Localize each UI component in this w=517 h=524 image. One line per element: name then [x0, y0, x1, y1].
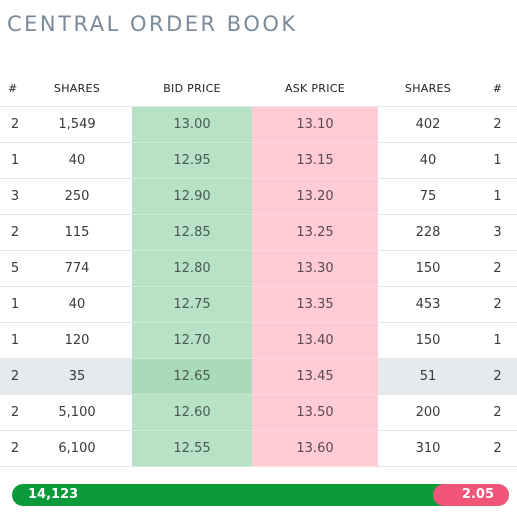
ask-count-cell: 2 — [478, 106, 517, 143]
ask-count-cell: 2 — [478, 394, 517, 431]
bid-shares-cell: 40 — [22, 142, 132, 179]
bid-price-cell: 12.55 — [132, 430, 252, 467]
bid-count-cell: 1 — [0, 322, 22, 359]
bid-count-cell: 5 — [0, 250, 22, 287]
header-bid-count[interactable]: # — [0, 70, 22, 107]
bid-price-cell: 12.95 — [132, 142, 252, 179]
ask-price-cell: 13.15 — [252, 142, 378, 179]
ask-count-cell: 2 — [478, 286, 517, 323]
table-row[interactable]: 2 1,549 13.00 13.10 402 2 — [0, 106, 517, 143]
page-title: CENTRAL ORDER BOOK — [7, 12, 298, 36]
header-bid-shares[interactable]: SHARES — [22, 70, 132, 107]
ask-price-cell: 13.25 — [252, 214, 378, 251]
bid-shares-cell: 115 — [22, 214, 132, 251]
table-row[interactable]: 2 6,100 12.55 13.60 310 2 — [0, 430, 517, 467]
ask-shares-cell: 402 — [378, 106, 478, 143]
ask-count-cell: 2 — [478, 250, 517, 287]
ask-shares-cell: 51 — [378, 358, 478, 395]
ask-count-cell: 1 — [478, 178, 517, 215]
header-ask-shares[interactable]: SHARES — [378, 70, 478, 107]
ask-price-cell: 13.60 — [252, 430, 378, 467]
bid-shares-cell: 774 — [22, 250, 132, 287]
ask-count-cell: 2 — [478, 358, 517, 395]
bid-shares-cell: 6,100 — [22, 430, 132, 467]
bid-price-cell: 12.60 — [132, 394, 252, 431]
table-row[interactable]: 1 40 12.95 13.15 40 1 — [0, 142, 517, 179]
bid-count-cell: 3 — [0, 178, 22, 215]
ask-shares-cell: 200 — [378, 394, 478, 431]
header-ask-count[interactable]: # — [478, 70, 517, 107]
cut-off-footer-row — [0, 516, 517, 524]
table-row[interactable]: 1 120 12.70 13.40 150 1 — [0, 322, 517, 359]
bid-price-cell: 12.75 — [132, 286, 252, 323]
ask-summary-pill — [433, 484, 509, 506]
bid-price-cell: 12.85 — [132, 214, 252, 251]
bid-price-cell: 12.70 — [132, 322, 252, 359]
bid-count-cell: 2 — [0, 394, 22, 431]
order-book-rows: 2 1,549 13.00 13.10 402 2 1 40 12.95 13.15 40 1 3 250… — [0, 106, 517, 467]
ask-price-cell: 13.30 — [252, 250, 378, 287]
ask-price-cell: 13.35 — [252, 286, 378, 323]
bid-shares-cell: 1,549 — [22, 106, 132, 143]
bid-count-cell: 2 — [0, 214, 22, 251]
ask-count-cell: 2 — [478, 430, 517, 467]
header-ask-price[interactable]: ASK PRICE — [252, 70, 378, 107]
ask-count-cell: 1 — [478, 322, 517, 359]
bid-shares-cell: 120 — [22, 322, 132, 359]
ask-count-cell: 3 — [478, 214, 517, 251]
ask-shares-cell: 228 — [378, 214, 478, 251]
ask-shares-cell: 310 — [378, 430, 478, 467]
table-row[interactable]: 1 40 12.75 13.35 453 2 — [0, 286, 517, 323]
ask-price-cell: 13.50 — [252, 394, 378, 431]
ask-price-cell: 13.40 — [252, 322, 378, 359]
table-row[interactable]: 2 115 12.85 13.25 228 3 — [0, 214, 517, 251]
ask-shares-cell: 40 — [378, 142, 478, 179]
bid-shares-cell: 35 — [22, 358, 132, 395]
table-row[interactable]: 3 250 12.90 13.20 75 1 — [0, 178, 517, 215]
bid-total-value: 14,123 — [28, 487, 79, 502]
bid-price-cell: 13.00 — [132, 106, 252, 143]
ask-count-cell: 1 — [478, 142, 517, 179]
bid-shares-cell: 5,100 — [22, 394, 132, 431]
ask-price-cell: 13.10 — [252, 106, 378, 143]
ask-shares-cell: 453 — [378, 286, 478, 323]
bid-shares-cell: 40 — [22, 286, 132, 323]
table-row[interactable]: 5 774 12.80 13.30 150 2 — [0, 250, 517, 287]
bid-count-cell: 2 — [0, 106, 22, 143]
ask-shares-cell: 75 — [378, 178, 478, 215]
table-header-row: # SHARES BID PRICE ASK PRICE SHARES # — [0, 70, 517, 107]
bid-price-cell: 12.80 — [132, 250, 252, 287]
bid-price-cell: 12.90 — [132, 178, 252, 215]
bid-count-cell: 1 — [0, 286, 22, 323]
ask-shares-cell: 150 — [378, 250, 478, 287]
bid-count-cell: 1 — [0, 142, 22, 179]
ask-summary-value: 2.05 — [461, 487, 494, 502]
header-bid-price[interactable]: BID PRICE — [132, 70, 252, 107]
bid-count-cell: 2 — [0, 358, 22, 395]
bid-price-cell: 12.65 — [132, 358, 252, 395]
ask-price-cell: 13.20 — [252, 178, 378, 215]
ask-shares-cell: 150 — [378, 322, 478, 359]
ask-price-cell: 13.45 — [252, 358, 378, 395]
table-row[interactable]: 2 35 12.65 13.45 51 2 — [0, 358, 517, 395]
depth-summary-bar: 14,123 2.05 — [12, 484, 509, 506]
table-row[interactable]: 2 5,100 12.60 13.50 200 2 — [0, 394, 517, 431]
bid-shares-cell: 250 — [22, 178, 132, 215]
bid-count-cell: 2 — [0, 430, 22, 467]
